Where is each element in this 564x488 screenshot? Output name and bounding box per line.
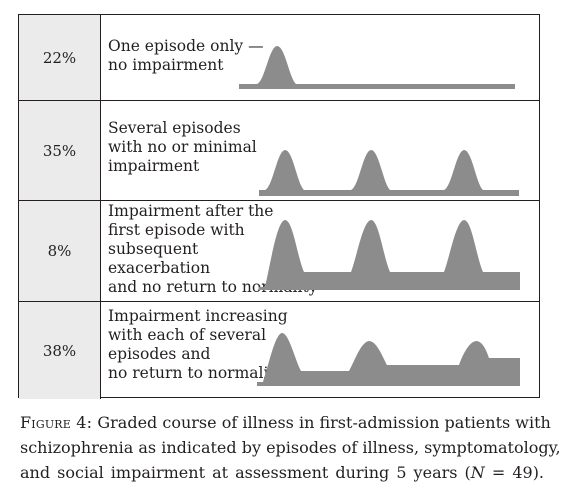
row-percent: 22% xyxy=(19,15,101,100)
course-curve-impairment-increasing xyxy=(257,333,520,386)
course-curve-impairment-after-first xyxy=(259,220,520,290)
course-shape xyxy=(257,333,520,386)
description-line: episodes and xyxy=(108,345,211,363)
caption-line: Figure 4: Graded course of illness in fi… xyxy=(20,410,551,435)
description-line: Impairment after the xyxy=(108,202,274,220)
course-curve-several-episodes xyxy=(259,150,519,196)
description-line: with no or minimal xyxy=(108,138,257,156)
description-line: no return to normality xyxy=(108,364,284,382)
description-line: exacerbation xyxy=(108,259,211,277)
description-line: with each of several xyxy=(108,326,267,344)
row-percent: 8% xyxy=(19,201,101,301)
caption-n-value: 49 xyxy=(512,463,533,482)
course-row-impairment-increasing: 38% Impairment increasing with each of s… xyxy=(19,301,539,399)
caption-line: and social impairment at assessment duri… xyxy=(20,460,544,485)
course-diagram: 22% One episode only — no impairment 35%… xyxy=(18,14,540,399)
figure-caption: Figure 4: Graded course of illness in fi… xyxy=(20,410,561,485)
description-line: Impairment increasing xyxy=(108,307,288,325)
description-line: no impairment xyxy=(108,56,224,74)
description-line: subsequent xyxy=(108,240,199,258)
course-curve-one-episode xyxy=(239,46,515,89)
description-line: One episode only — xyxy=(108,37,264,55)
course-row-impairment-after-first: 8% Impairment after the first episode wi… xyxy=(19,200,539,301)
description-line: Several episodes xyxy=(108,119,241,137)
course-shape xyxy=(259,150,519,196)
caption-text: Graded course of illness in first-admiss… xyxy=(97,413,551,432)
description-line: and no return to normality xyxy=(108,278,318,296)
row-description: Impairment increasing with each of sever… xyxy=(108,307,288,383)
description-line: impairment xyxy=(108,157,200,175)
caption-n-variable: N xyxy=(470,463,485,482)
caption-line: schizophrenia as indicated by episodes o… xyxy=(20,438,561,457)
row-description: One episode only — no impairment xyxy=(108,37,264,75)
row-description: Several episodes with no or minimal impa… xyxy=(108,119,257,176)
row-percent: 38% xyxy=(19,302,101,399)
description-line: first episode with xyxy=(108,221,245,239)
course-shape xyxy=(239,46,515,89)
course-shape xyxy=(259,220,520,290)
caption-text: and social impairment at assessment duri… xyxy=(20,463,471,482)
caption-label: Figure 4: xyxy=(20,413,93,432)
caption-text: = xyxy=(484,463,513,482)
course-row-several-episodes: 35% Several episodes with no or minimal … xyxy=(19,100,539,200)
row-percent: 35% xyxy=(19,101,101,200)
row-description: Impairment after the first episode with … xyxy=(108,202,317,297)
course-row-one-episode: 22% One episode only — no impairment xyxy=(19,15,539,100)
caption-text: ). xyxy=(532,463,545,482)
